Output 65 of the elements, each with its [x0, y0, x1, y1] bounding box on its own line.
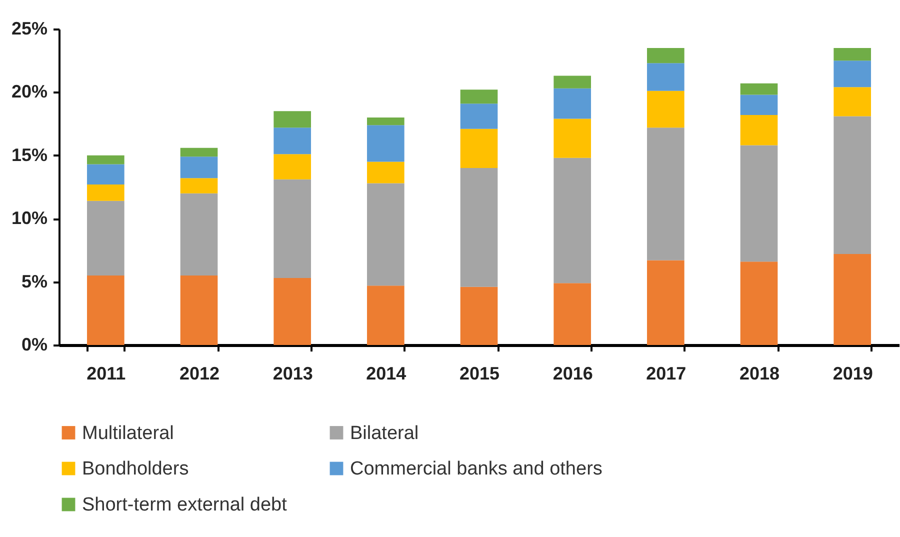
bar — [87, 164, 124, 184]
bar — [834, 254, 871, 345]
y-tick-label: 25% — [11, 18, 48, 38]
x-tick-label: 2016 — [552, 364, 593, 384]
x-tick-label: 2011 — [86, 364, 126, 384]
bar — [834, 87, 871, 116]
bar — [180, 148, 218, 157]
bar — [460, 168, 498, 287]
bar — [460, 90, 498, 104]
bar — [554, 88, 591, 119]
bar — [460, 286, 498, 345]
x-tick-label: 2019 — [832, 364, 873, 384]
x-tick-label: 2012 — [179, 364, 220, 384]
bar — [647, 260, 684, 345]
bar — [367, 125, 404, 162]
bar — [740, 114, 778, 146]
bar — [274, 179, 311, 278]
bar — [647, 63, 684, 91]
bar — [180, 178, 218, 194]
bar — [554, 158, 591, 284]
x-tick-label: 2015 — [459, 364, 500, 384]
bar — [87, 275, 124, 345]
bar — [367, 183, 404, 286]
legend-label: Bilateral — [350, 422, 419, 444]
bar — [647, 128, 684, 260]
bar — [740, 262, 778, 345]
bar — [834, 60, 871, 88]
bar — [274, 111, 311, 128]
legend-label: Short-term external debt — [82, 494, 288, 516]
y-tick-label: 0% — [21, 334, 48, 354]
x-tick-label: 2013 — [272, 364, 313, 384]
bar — [834, 48, 871, 61]
bar — [367, 286, 404, 345]
bar — [180, 193, 218, 276]
bar — [274, 278, 311, 345]
bar — [87, 200, 124, 276]
x-tick-label: 2017 — [646, 364, 686, 384]
legend-label: Commercial banks and others — [350, 458, 602, 480]
y-tick-label: 10% — [11, 208, 48, 228]
y-tick-label: 20% — [11, 82, 48, 102]
bar — [647, 90, 684, 128]
bar — [554, 76, 591, 88]
legend-label: Multilateral — [82, 422, 174, 444]
x-tick-label: 2014 — [366, 364, 406, 384]
bar — [87, 155, 124, 164]
bar — [274, 128, 311, 154]
y-tick-label: 5% — [21, 271, 48, 292]
bar — [367, 117, 404, 126]
bar — [274, 154, 311, 180]
bar — [740, 94, 778, 115]
bar — [740, 145, 778, 262]
bar — [87, 184, 124, 201]
bar — [180, 275, 218, 345]
bar — [647, 48, 684, 64]
bar — [180, 156, 218, 178]
y-tick-label: 15% — [11, 144, 48, 165]
bar — [834, 116, 871, 254]
bar — [554, 118, 591, 158]
x-tick-label: 2018 — [739, 364, 780, 384]
bar — [740, 83, 778, 95]
bar — [367, 162, 404, 184]
bar — [460, 104, 498, 129]
legend-label: Bondholders — [82, 458, 189, 480]
bar — [554, 283, 591, 345]
bar — [460, 128, 498, 168]
